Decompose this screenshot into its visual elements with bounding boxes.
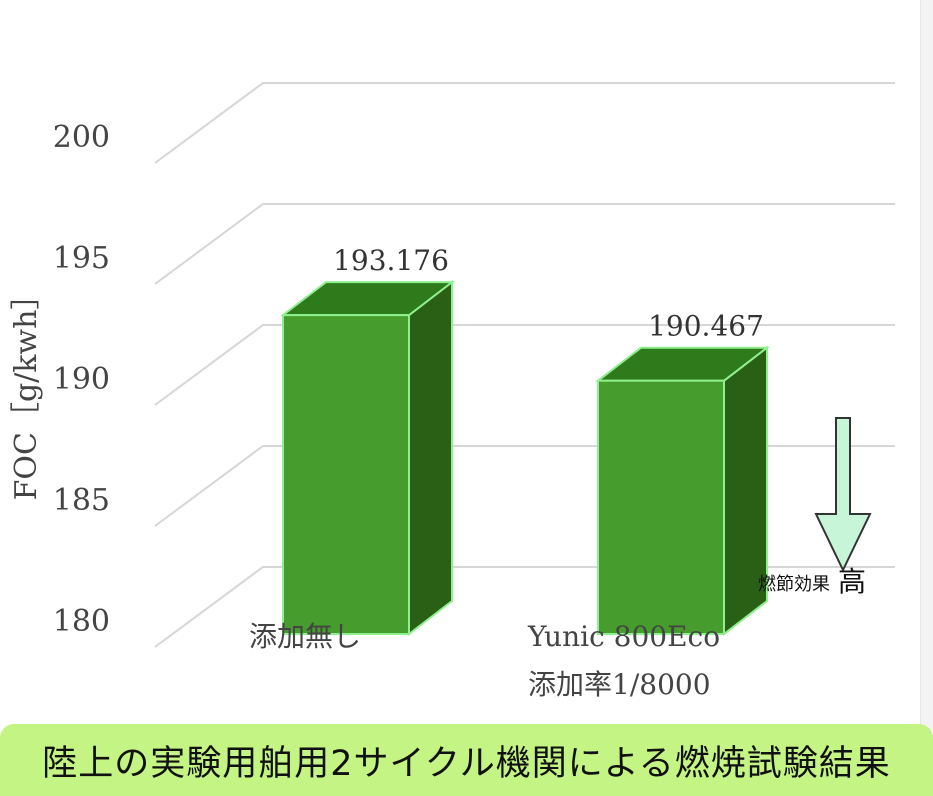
- category-labels: 添加無し Yunic 800Eco 添加率1/8000: [249, 620, 720, 701]
- y-tick-label: 190: [53, 362, 110, 397]
- annotation-small-label: 燃節効果: [758, 574, 830, 595]
- caption-text: 陸上の実験用舶用2サイクル機関による燃焼試験結果: [42, 743, 891, 784]
- gridline: [154, 82, 895, 164]
- fuel-saving-annotation: 燃節効果 高: [758, 417, 872, 598]
- y-tick-label: 180: [53, 604, 110, 639]
- gridline: [154, 445, 895, 527]
- gridline: [154, 203, 895, 285]
- y-tick-label: 195: [53, 241, 110, 276]
- bars: 193.176 190.467: [280, 244, 770, 637]
- bar: [595, 345, 770, 637]
- bar-front: [597, 379, 725, 636]
- y-tick-label: 185: [53, 483, 110, 518]
- caption-banner: 陸上の実験用舶用2サイクル機関による燃焼試験結果: [0, 724, 933, 796]
- down-arrow-icon: [814, 417, 872, 573]
- gridline: [154, 324, 895, 406]
- category-label-line2: 添加率1/8000: [528, 668, 711, 701]
- bar-side: [408, 280, 453, 637]
- data-label: 190.467: [648, 310, 764, 343]
- category-label: Yunic 800Eco: [527, 620, 720, 653]
- category-label: 添加無し: [249, 620, 361, 653]
- bar-front: [282, 314, 410, 635]
- y-axis-label: FOC［g/kwh］: [9, 280, 44, 501]
- data-label: 193.176: [333, 244, 449, 277]
- grid: [154, 82, 895, 648]
- scrollbar-track: [920, 0, 933, 730]
- chart: 180 185 190 195 200 FOC［g/kwh］ 193.176 190.46…: [9, 82, 895, 701]
- y-tick-label: 200: [53, 120, 110, 155]
- annotation-large-label: 高: [838, 565, 866, 598]
- y-ticks: 180 185 190 195 200: [53, 120, 110, 639]
- bar: [280, 280, 455, 637]
